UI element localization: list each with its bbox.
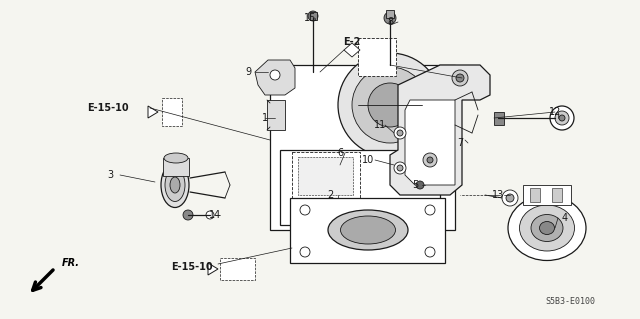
Text: 10: 10 xyxy=(362,155,374,165)
Circle shape xyxy=(397,130,403,136)
Bar xyxy=(552,188,562,202)
Bar xyxy=(163,158,189,176)
Circle shape xyxy=(425,205,435,215)
Text: 11: 11 xyxy=(374,120,386,130)
Circle shape xyxy=(452,70,468,86)
Polygon shape xyxy=(405,100,455,185)
Text: 12: 12 xyxy=(549,107,561,117)
Circle shape xyxy=(427,157,433,163)
Bar xyxy=(523,185,571,205)
Bar xyxy=(292,152,360,200)
Circle shape xyxy=(559,115,565,121)
Circle shape xyxy=(270,70,280,80)
Text: 5: 5 xyxy=(412,180,418,190)
Ellipse shape xyxy=(328,210,408,250)
Bar xyxy=(270,65,455,230)
Bar xyxy=(220,258,255,280)
Ellipse shape xyxy=(165,168,185,202)
Text: 7: 7 xyxy=(457,138,463,148)
Text: 14: 14 xyxy=(209,210,221,220)
Circle shape xyxy=(368,83,412,127)
Bar xyxy=(494,112,504,125)
Text: 9: 9 xyxy=(245,67,251,77)
Circle shape xyxy=(550,106,574,130)
Circle shape xyxy=(423,153,437,167)
Circle shape xyxy=(300,205,310,215)
Circle shape xyxy=(555,111,569,125)
Bar xyxy=(162,98,182,126)
Ellipse shape xyxy=(520,205,575,251)
Bar xyxy=(358,38,396,76)
Polygon shape xyxy=(148,106,158,118)
Polygon shape xyxy=(255,60,295,95)
Polygon shape xyxy=(390,65,490,195)
Ellipse shape xyxy=(540,221,554,234)
Text: 4: 4 xyxy=(562,213,568,223)
Circle shape xyxy=(384,12,396,24)
Circle shape xyxy=(394,127,406,139)
Text: S5B3-E0100: S5B3-E0100 xyxy=(545,298,595,307)
Bar xyxy=(530,188,540,202)
Text: FR.: FR. xyxy=(62,258,80,268)
Bar xyxy=(280,150,440,225)
Circle shape xyxy=(338,53,442,157)
Text: 1: 1 xyxy=(262,113,268,123)
Text: 8: 8 xyxy=(387,17,393,27)
Text: E-15-10: E-15-10 xyxy=(87,103,129,113)
Text: 6: 6 xyxy=(337,148,343,158)
Bar xyxy=(298,157,353,195)
Bar xyxy=(267,100,285,130)
Polygon shape xyxy=(208,263,218,275)
Circle shape xyxy=(425,247,435,257)
Bar xyxy=(386,10,394,18)
Circle shape xyxy=(397,165,403,171)
Text: 2: 2 xyxy=(327,190,333,200)
Ellipse shape xyxy=(340,216,396,244)
Circle shape xyxy=(456,74,464,82)
Circle shape xyxy=(206,211,214,219)
Bar xyxy=(310,12,317,20)
Polygon shape xyxy=(344,43,360,57)
Circle shape xyxy=(416,181,424,189)
Text: 13: 13 xyxy=(492,190,504,200)
Circle shape xyxy=(300,247,310,257)
Text: 3: 3 xyxy=(107,170,113,180)
Bar xyxy=(290,198,445,263)
Circle shape xyxy=(352,67,428,143)
Ellipse shape xyxy=(170,177,180,193)
Circle shape xyxy=(394,162,406,174)
Text: E-2: E-2 xyxy=(343,37,361,47)
Ellipse shape xyxy=(161,162,189,207)
Ellipse shape xyxy=(531,214,563,241)
Circle shape xyxy=(308,11,318,21)
Circle shape xyxy=(183,210,193,220)
Ellipse shape xyxy=(508,196,586,261)
Circle shape xyxy=(506,194,514,202)
Text: E-15-10: E-15-10 xyxy=(171,262,213,272)
Text: 15: 15 xyxy=(304,13,316,23)
Circle shape xyxy=(502,190,518,206)
Ellipse shape xyxy=(164,153,188,163)
